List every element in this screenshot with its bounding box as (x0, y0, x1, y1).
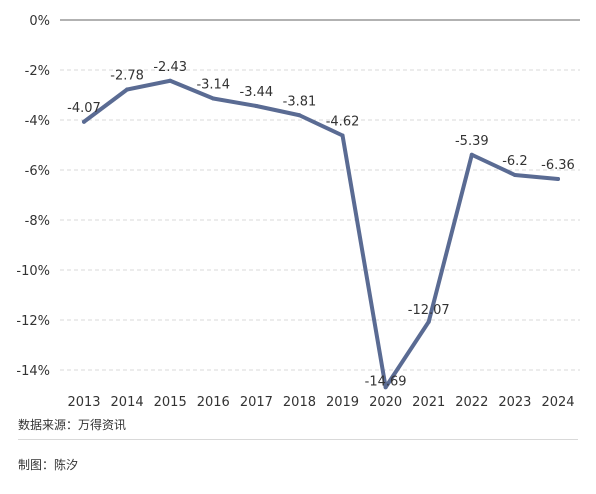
data-label: -3.14 (196, 78, 230, 93)
x-tick-label: 2018 (283, 395, 316, 410)
x-tick-label: 2022 (455, 395, 488, 410)
data-point (340, 133, 345, 138)
data-point (168, 78, 173, 83)
x-tick-label: 2016 (197, 395, 230, 410)
data-label: -6.36 (541, 158, 575, 173)
author-note: 制图：陈汐 (18, 458, 79, 472)
data-label: -3.81 (283, 94, 317, 109)
x-tick-label: 2015 (154, 395, 187, 410)
y-tick-label: -8% (25, 214, 50, 229)
y-tick-label: -4% (25, 114, 50, 129)
data-point (254, 104, 259, 108)
x-tick-label: 2020 (369, 395, 402, 410)
data-point (82, 119, 86, 124)
data-point (556, 177, 560, 181)
x-tick-label: 2021 (412, 395, 445, 410)
line-chart: 0% -2% -4% -6% -8% -10% -12% -14% 2013 2014 2015 20… (16, 14, 580, 410)
data-point (297, 113, 302, 118)
data-label: -4.07 (67, 101, 101, 116)
y-tick-label: -10% (16, 264, 50, 279)
x-tick-label: 2019 (326, 395, 359, 410)
data-label: -12.07 (408, 303, 450, 318)
y-tick-label: 0% (29, 14, 50, 29)
footer-divider (18, 439, 578, 440)
y-tick-label: -6% (25, 164, 50, 179)
data-source-note: 数据来源：万得资讯 (18, 418, 127, 432)
y-tick-label: -2% (25, 64, 50, 79)
x-tick-label: 2017 (240, 395, 273, 410)
x-tick-label: 2014 (111, 395, 144, 410)
y-tick-label: -14% (16, 364, 50, 379)
data-point (469, 152, 474, 157)
x-tick-label: 2024 (541, 395, 574, 410)
data-label: -2.78 (110, 69, 144, 84)
data-label: -5.39 (455, 134, 489, 149)
data-point (383, 385, 388, 390)
data-point (512, 173, 517, 177)
data-point (211, 96, 216, 101)
data-label: -2.43 (153, 60, 187, 75)
x-tick-label: 2013 (67, 395, 100, 410)
data-label: -14.69 (365, 374, 407, 389)
data-label: -4.62 (326, 115, 360, 130)
data-point (426, 319, 431, 324)
data-label: -3.44 (240, 85, 274, 100)
y-tick-label: -12% (16, 314, 50, 329)
data-point (125, 87, 130, 92)
x-tick-label: 2023 (498, 395, 531, 410)
series-line (82, 78, 560, 390)
data-label: -6.2 (502, 154, 527, 169)
